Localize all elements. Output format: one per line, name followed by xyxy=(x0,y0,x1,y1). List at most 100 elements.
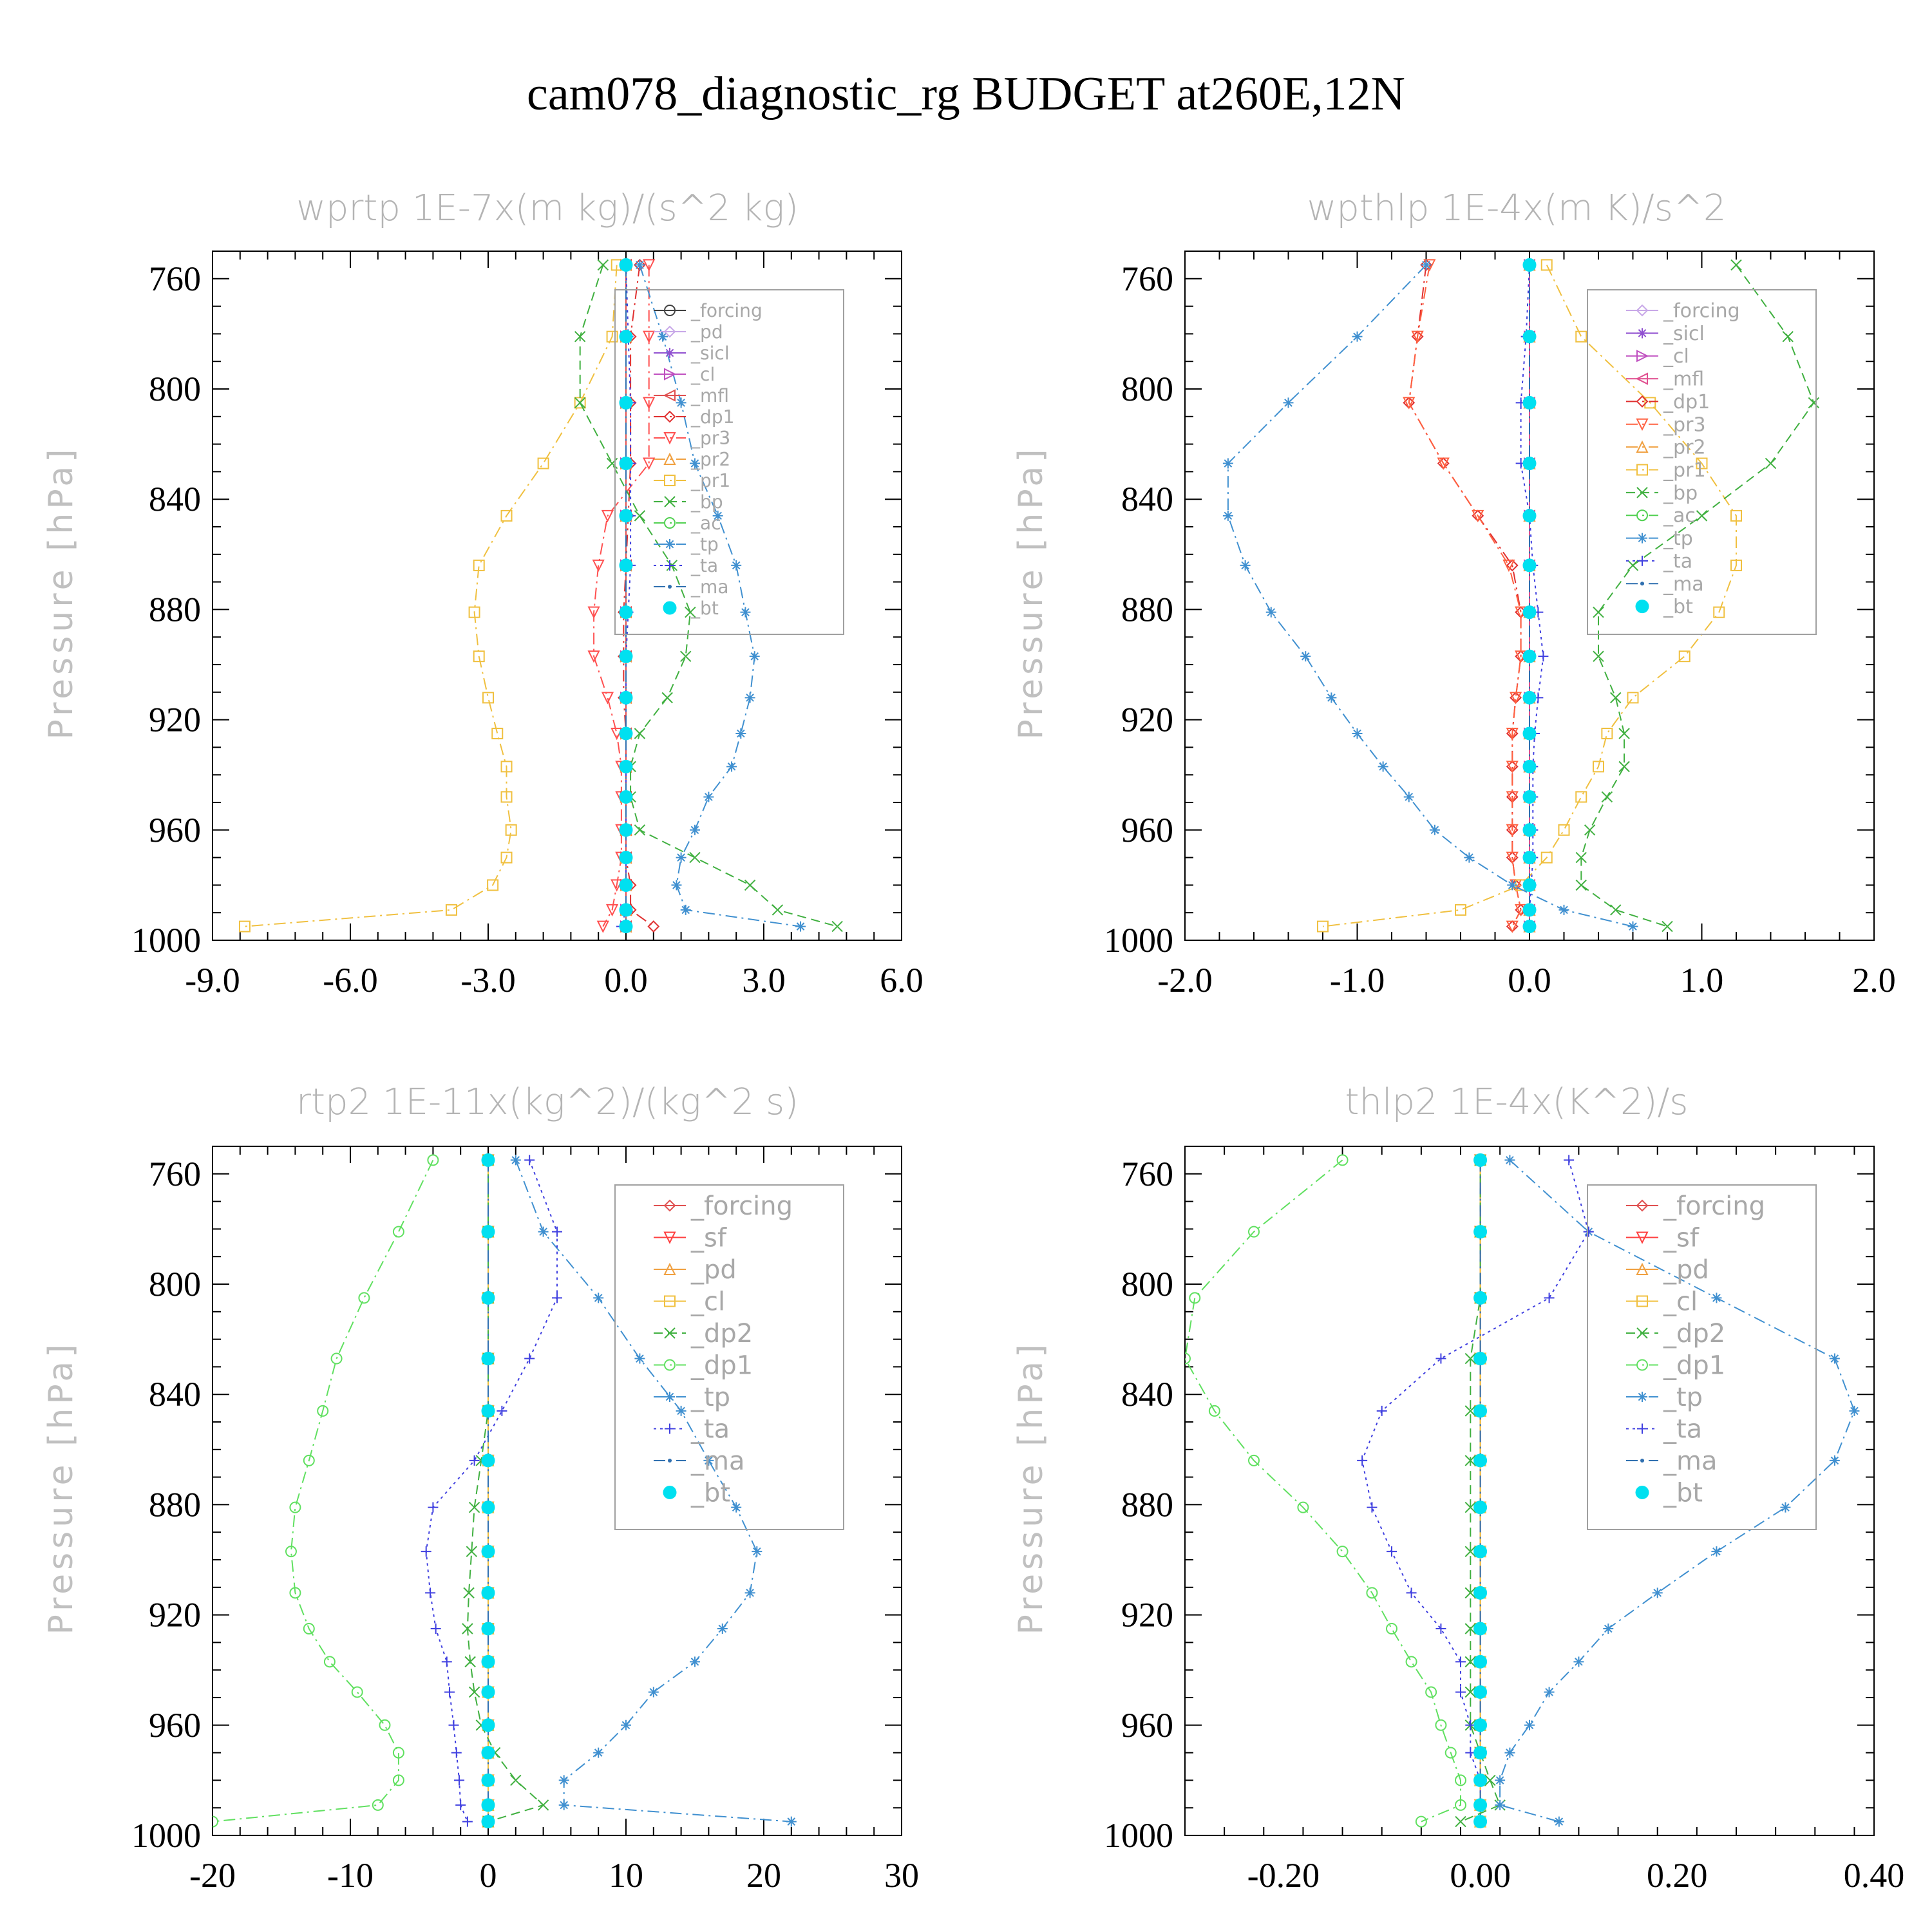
data-point xyxy=(1435,1719,1447,1731)
data-point xyxy=(1522,851,1537,865)
data-point xyxy=(1455,904,1466,916)
series-tp xyxy=(510,1155,797,1827)
data-point xyxy=(634,728,646,739)
legend-label: _ma xyxy=(690,576,729,598)
legend-marker xyxy=(1635,600,1649,614)
data-point xyxy=(454,1775,465,1786)
y-axis-label: Pressure [hPa] xyxy=(1012,446,1050,740)
data-point xyxy=(744,692,755,703)
data-point xyxy=(1506,851,1519,864)
data-point xyxy=(1627,692,1639,704)
legend-label: _pr2 xyxy=(1663,437,1706,459)
data-point xyxy=(463,1587,475,1599)
y-tick-label: 760 xyxy=(1121,1155,1173,1193)
data-point xyxy=(1507,880,1518,891)
data-point xyxy=(1464,1656,1476,1668)
data-point xyxy=(619,726,633,741)
legend-marker xyxy=(1636,1359,1648,1371)
data-point xyxy=(619,823,633,837)
legend-marker xyxy=(1636,1327,1648,1339)
data-point xyxy=(1473,1291,1488,1305)
data-point xyxy=(481,1685,495,1699)
data-point xyxy=(1506,559,1519,572)
data-point xyxy=(1627,921,1638,932)
data-point xyxy=(735,728,746,739)
legend-entry: _dp1 xyxy=(654,406,734,428)
data-point xyxy=(749,651,760,662)
data-point xyxy=(574,397,586,409)
y-tick-label: 880 xyxy=(149,1485,201,1524)
y-tick-label: 760 xyxy=(149,1155,201,1193)
x-tick-label: 0.20 xyxy=(1647,1856,1708,1895)
data-point xyxy=(1185,1352,1191,1365)
data-point xyxy=(1564,1155,1575,1166)
legend-label: _pr1 xyxy=(1663,459,1706,482)
legend-entry: _ta xyxy=(1626,1415,1702,1444)
data-point xyxy=(1495,1799,1506,1810)
data-point xyxy=(1553,1816,1564,1827)
legend-entry: _pr2 xyxy=(654,449,730,470)
data-point xyxy=(740,607,751,618)
x-tick-label: 0.40 xyxy=(1844,1856,1905,1895)
data-point xyxy=(1506,824,1519,837)
legend-entry: _sf xyxy=(1626,1224,1700,1253)
data-point xyxy=(558,1775,569,1786)
data-point xyxy=(1189,1292,1201,1304)
legend-marker xyxy=(1640,1459,1644,1463)
legend-marker xyxy=(1637,328,1647,339)
data-point xyxy=(1403,791,1414,802)
data-point xyxy=(351,1686,363,1698)
data-point xyxy=(1473,1352,1488,1366)
x-tick-label: -20 xyxy=(189,1856,236,1895)
data-point xyxy=(500,761,513,773)
data-point xyxy=(601,692,614,705)
legend-marker xyxy=(1636,487,1648,498)
legend-entry: _mfl xyxy=(1626,368,1704,391)
legend-label: _mfl xyxy=(690,385,729,406)
data-point xyxy=(1780,1502,1791,1513)
legend-label: _tp xyxy=(690,1383,730,1412)
data-point xyxy=(451,1747,462,1758)
figure-title: cam078_diagnostic_rg BUDGET at260E,12N xyxy=(527,68,1405,120)
legend-label: _dp1 xyxy=(690,1351,753,1381)
data-point xyxy=(500,851,513,864)
legend-label: _ta xyxy=(1663,550,1692,573)
data-point xyxy=(593,1293,604,1303)
legend-entry: _tp xyxy=(654,1383,730,1412)
legend-label: _ma xyxy=(1663,573,1704,596)
legend-entry: _bp xyxy=(654,491,723,513)
data-point xyxy=(1248,1226,1260,1238)
data-point xyxy=(601,509,614,523)
data-point xyxy=(1464,1455,1476,1466)
series-line xyxy=(1322,264,1737,927)
legend-label: _cl xyxy=(1663,345,1689,368)
legend-entry: _ta xyxy=(1626,550,1692,573)
series-line xyxy=(639,265,801,927)
x-tick-label: 1.0 xyxy=(1680,961,1724,999)
series-line xyxy=(1499,1159,1855,1823)
data-point xyxy=(1435,1624,1446,1634)
series-bt xyxy=(1522,258,1537,934)
series-layer xyxy=(238,258,843,934)
data-point xyxy=(1696,457,1708,469)
data-point xyxy=(731,560,742,571)
legend-entry: _bp xyxy=(1626,482,1698,504)
data-point xyxy=(1522,649,1537,663)
legend-marker xyxy=(664,1359,676,1371)
data-point xyxy=(676,397,687,408)
data-point xyxy=(1297,1501,1309,1513)
data-point xyxy=(1429,824,1440,835)
data-point xyxy=(1593,606,1604,618)
data-point xyxy=(1522,726,1537,741)
data-point xyxy=(430,1624,441,1634)
legend-marker xyxy=(1636,509,1648,522)
data-point xyxy=(1367,1502,1378,1513)
legend-marker xyxy=(663,432,676,445)
data-point xyxy=(473,559,485,571)
data-point xyxy=(1473,1501,1488,1515)
panel-wprtp: wprtp 1E-7x(m kg)/(s^2 kg) Pressure [hPa… xyxy=(42,187,923,999)
data-point xyxy=(213,1815,218,1828)
legend-marker xyxy=(1636,304,1649,317)
legend-label: _pr3 xyxy=(1663,413,1706,436)
y-axis-label: Pressure [hPa] xyxy=(42,446,80,740)
